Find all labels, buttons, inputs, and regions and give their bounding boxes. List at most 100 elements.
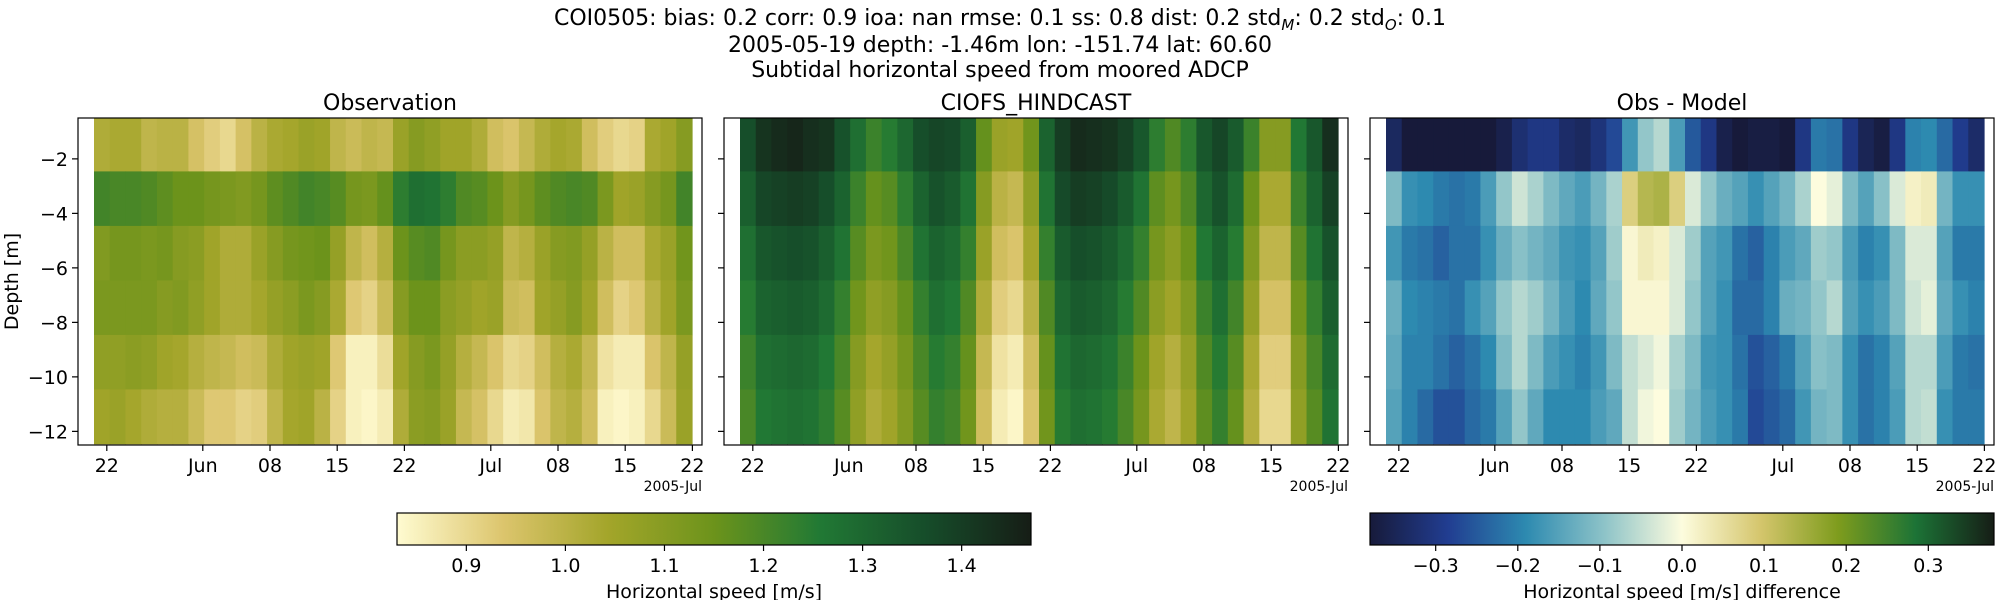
heatmap-cell xyxy=(597,225,614,281)
heatmap-cell xyxy=(1810,225,1828,281)
colorbar-gradient xyxy=(1369,512,1995,546)
heatmap-cell xyxy=(802,334,820,390)
heatmap-cell xyxy=(235,118,252,172)
heatmap-cell xyxy=(629,171,646,227)
heatmap-cell xyxy=(1543,334,1560,390)
heatmap-cell xyxy=(1574,280,1592,336)
heatmap-cell xyxy=(1905,118,1922,172)
heatmap-cell xyxy=(235,389,252,445)
heatmap-cell xyxy=(676,118,693,172)
heatmap-cell xyxy=(1873,334,1891,390)
heatmap-cell xyxy=(330,389,347,445)
heatmap-cell xyxy=(1842,118,1859,172)
heatmap-cell xyxy=(1070,118,1087,172)
heatmap-cell xyxy=(581,118,599,172)
heatmap-cell xyxy=(1763,171,1781,227)
heatmap-cell xyxy=(881,280,898,336)
heatmap-cell xyxy=(1795,280,1812,336)
heatmap-cell xyxy=(503,118,520,172)
heatmap-cell xyxy=(440,389,457,445)
heatmap-cell xyxy=(613,280,630,336)
heatmap-cell xyxy=(1101,389,1119,445)
heatmap-cell xyxy=(755,171,773,227)
heatmap-cell xyxy=(1952,225,1969,281)
heatmap-cell xyxy=(1496,389,1513,445)
heatmap-cell xyxy=(1637,389,1655,445)
heatmap-cell xyxy=(1716,225,1733,281)
heatmap-cell xyxy=(1905,389,1922,445)
heatmap-cell xyxy=(251,389,268,445)
heatmap-cell xyxy=(298,389,315,445)
x-tick-label: 15 xyxy=(613,455,637,477)
heatmap-cell xyxy=(94,280,111,336)
heatmap-cell xyxy=(1259,389,1276,445)
heatmap-cell xyxy=(1227,225,1245,281)
heatmap-cell xyxy=(1023,280,1040,336)
heatmap-cell xyxy=(550,334,567,390)
heatmap-cell xyxy=(487,389,504,445)
heatmap-cell xyxy=(834,280,851,336)
heatmap-cell xyxy=(267,225,284,281)
heatmap-cell xyxy=(1086,280,1103,336)
x-tick-label: 22 xyxy=(1684,455,1708,477)
heatmap-cell xyxy=(1039,171,1056,227)
heatmap-cell xyxy=(1763,118,1781,172)
heatmap-cell xyxy=(676,225,693,281)
panel-title: Obs - Model xyxy=(1617,91,1748,116)
heatmap-cell xyxy=(1936,171,1954,227)
heatmap-cell xyxy=(1133,171,1150,227)
heatmap-cell xyxy=(1559,334,1576,390)
y-tick-label: −4 xyxy=(40,203,68,225)
heatmap-cell xyxy=(1685,280,1702,336)
heatmap-cell xyxy=(455,171,473,227)
heatmap-cell xyxy=(881,171,898,227)
heatmap-cell xyxy=(1826,225,1843,281)
x-tick-label: 15 xyxy=(971,455,995,477)
heatmap-cell xyxy=(1149,389,1166,445)
heatmap-cell xyxy=(1810,280,1828,336)
heatmap-cell xyxy=(960,280,977,336)
heatmap-cell xyxy=(1133,280,1150,336)
heatmap-cell xyxy=(1086,171,1103,227)
heatmap-cell xyxy=(1527,171,1544,227)
heatmap-cell xyxy=(1464,225,1482,281)
heatmap-cell xyxy=(1133,389,1150,445)
heatmap-cell xyxy=(740,171,757,227)
heatmap-cell xyxy=(897,225,914,281)
heatmap-cell xyxy=(802,389,820,445)
heatmap-cell xyxy=(755,389,773,445)
heatmap-cell xyxy=(267,334,284,390)
x-tick-label: 22 xyxy=(1972,455,1996,477)
heatmap-cell xyxy=(1622,334,1639,390)
heatmap-cell xyxy=(172,118,190,172)
colorbar-tick-label: 0.1 xyxy=(1749,555,1779,577)
heatmap-cell xyxy=(1290,280,1308,336)
heatmap-cell xyxy=(1921,118,1938,172)
heatmap-cell xyxy=(1559,280,1576,336)
heatmap-cell xyxy=(424,389,441,445)
heatmap-cell xyxy=(1054,171,1072,227)
heatmap-cell xyxy=(1133,334,1150,390)
heatmap-cell xyxy=(944,118,961,172)
heatmap-cell xyxy=(1606,280,1623,336)
heatmap-cell xyxy=(1243,118,1260,172)
heatmap-cell xyxy=(1574,389,1592,445)
heatmap-cell xyxy=(1007,389,1024,445)
heatmap-cell xyxy=(1164,118,1182,172)
heatmap-cell xyxy=(1685,225,1702,281)
colorbar-speed: 0.9 1.0 1.1 1.2 1.3 1.4 Horizontal speed [m/s] xyxy=(396,512,1032,600)
heatmap-cell xyxy=(393,171,410,227)
heatmap-cell xyxy=(1889,280,1906,336)
heatmap-cell xyxy=(314,171,331,227)
heatmap-cell xyxy=(1685,171,1702,227)
heatmap-cell xyxy=(1275,171,1292,227)
heatmap-cell xyxy=(1511,171,1529,227)
heatmap-cell xyxy=(1448,280,1466,336)
heatmap-cell xyxy=(503,389,520,445)
heatmap-cell xyxy=(141,389,158,445)
heatmap-cell xyxy=(1023,171,1040,227)
heatmap-cell xyxy=(156,280,174,336)
heatmap-cell xyxy=(487,334,504,390)
heatmap-cell xyxy=(1180,225,1197,281)
heatmap-cell xyxy=(235,334,252,390)
